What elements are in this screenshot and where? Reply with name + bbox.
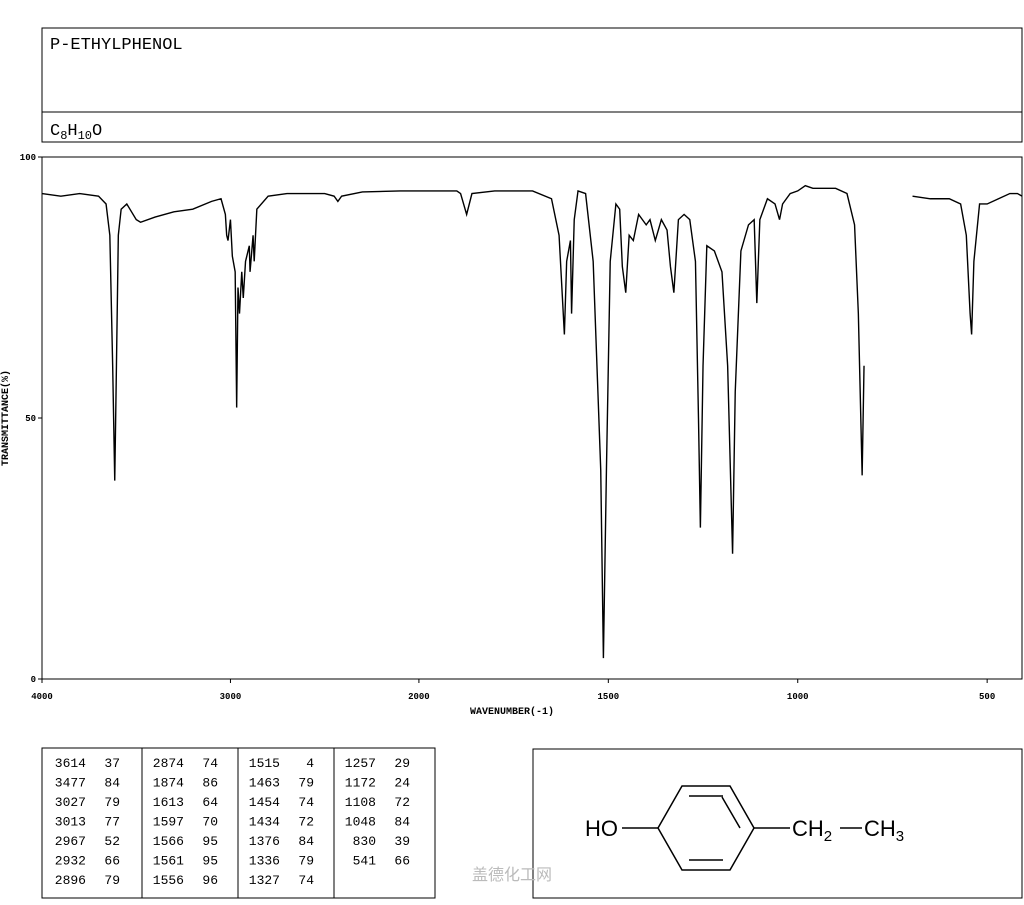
peak-intensity: 79 <box>298 776 314 791</box>
peak-wavenumber: 1556 <box>153 873 184 888</box>
peak-intensity: 52 <box>104 834 120 849</box>
compound-name: P-ETHYLPHENOL <box>50 36 183 55</box>
y-tick-label: 50 <box>25 414 36 424</box>
peak-wavenumber: 1613 <box>153 795 184 810</box>
x-tick-label: 3000 <box>220 692 242 702</box>
peak-wavenumber: 1172 <box>345 776 376 791</box>
peak-intensity: 74 <box>298 795 314 810</box>
formula: C8H10O <box>50 122 102 143</box>
peak-intensity: 84 <box>104 776 120 791</box>
structure <box>622 785 862 871</box>
formula-part: C <box>50 122 60 141</box>
peak-intensity: 84 <box>394 815 410 830</box>
peak-intensity: 74 <box>298 873 314 888</box>
formula-sub: 8 <box>60 129 67 143</box>
peak-wavenumber: 1561 <box>153 854 184 869</box>
x-tick-label: 1500 <box>598 692 620 702</box>
y-tick-label: 0 <box>31 675 36 685</box>
peak-intensity: 86 <box>202 776 218 791</box>
peak-wavenumber: 1463 <box>249 776 280 791</box>
peak-intensity: 79 <box>104 795 120 810</box>
peak-wavenumber: 1327 <box>249 873 280 888</box>
peak-intensity: 79 <box>104 873 120 888</box>
peak-wavenumber: 3013 <box>55 815 86 830</box>
formula-box <box>41 111 1023 143</box>
title-box <box>41 27 1023 113</box>
peak-intensity: 72 <box>298 815 314 830</box>
ring-double-bond <box>721 796 741 829</box>
structure-box <box>532 748 1023 899</box>
peak-wavenumber: 2932 <box>55 854 86 869</box>
structure-label: CH2 <box>792 816 832 845</box>
structure-part: CH <box>864 816 896 841</box>
spectrum-line <box>41 184 1023 659</box>
peak-intensity: 79 <box>298 854 314 869</box>
peak-wavenumber: 2967 <box>55 834 86 849</box>
peak-intensity: 24 <box>394 776 410 791</box>
peak-wavenumber: 2874 <box>153 756 184 771</box>
formula-part: H <box>67 122 77 141</box>
peak-wavenumber: 3614 <box>55 756 86 771</box>
peak-intensity: 74 <box>202 756 218 771</box>
peak-intensity: 4 <box>306 756 314 771</box>
peak-intensity: 72 <box>394 795 410 810</box>
peak-wavenumber: 1566 <box>153 834 184 849</box>
peak-intensity: 29 <box>394 756 410 771</box>
peak-wavenumber: 3477 <box>55 776 86 791</box>
peak-wavenumber: 1454 <box>249 795 280 810</box>
peak-wavenumber: 2896 <box>55 873 86 888</box>
peak-intensity: 70 <box>202 815 218 830</box>
x-tick-label: 2000 <box>408 692 430 702</box>
peak-wavenumber: 1108 <box>345 795 376 810</box>
peak-wavenumber: 1048 <box>345 815 376 830</box>
peak-intensity: 84 <box>298 834 314 849</box>
structure-sub: 3 <box>896 828 904 845</box>
peak-intensity: 95 <box>202 854 218 869</box>
formula-part: O <box>92 122 102 141</box>
peak-wavenumber: 1597 <box>153 815 184 830</box>
formula-sub: 10 <box>78 129 92 143</box>
x-tick-label: 500 <box>979 692 995 702</box>
structure-part: CH <box>792 816 824 841</box>
peak-intensity: 95 <box>202 834 218 849</box>
structure-label: HO <box>585 816 618 841</box>
watermark: 盖德化工网 <box>472 866 552 884</box>
peak-intensity: 66 <box>394 854 410 869</box>
x-axis-label: WAVENUMBER(-1) <box>470 706 554 718</box>
peak-intensity: 39 <box>394 834 410 849</box>
peak-wavenumber: 830 <box>353 834 376 849</box>
peak-intensity: 37 <box>104 756 120 771</box>
peak-wavenumber: 1434 <box>249 815 280 830</box>
peak-wavenumber: 1874 <box>153 776 184 791</box>
peak-wavenumber: 3027 <box>55 795 86 810</box>
peak-wavenumber: 1336 <box>249 854 280 869</box>
peak-intensity: 96 <box>202 873 218 888</box>
structure-sub: 2 <box>824 828 832 845</box>
peak-intensity: 64 <box>202 795 218 810</box>
peak-wavenumber: 1376 <box>249 834 280 849</box>
y-tick-label: 100 <box>20 153 36 163</box>
x-tick-label: 4000 <box>31 692 53 702</box>
plot-frame <box>41 156 1023 680</box>
peak-intensity: 77 <box>104 815 120 830</box>
peak-intensity: 66 <box>104 854 120 869</box>
peak-wavenumber: 541 <box>353 854 377 869</box>
x-tick-label: 1000 <box>787 692 809 702</box>
y-axis-label: TRANSMITTANCE(%) <box>0 370 12 466</box>
structure-label: CH3 <box>864 816 904 845</box>
peak-wavenumber: 1257 <box>345 756 376 771</box>
peak-wavenumber: 1515 <box>249 756 280 771</box>
